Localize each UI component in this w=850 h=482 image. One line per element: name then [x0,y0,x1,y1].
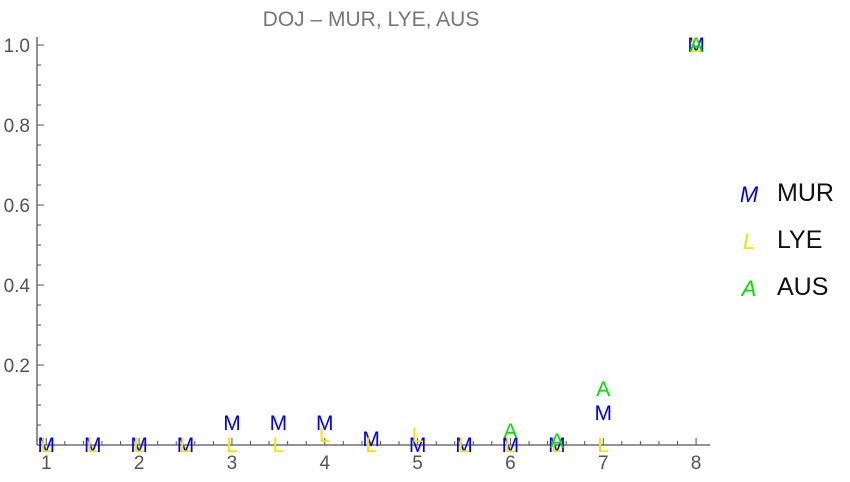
legend: M MUR L LYE A AUS [740,179,834,301]
data-point: L [87,434,99,457]
data-point: A [503,420,517,443]
data-point: M [177,434,195,457]
y-tick-label: 0.4 [4,276,31,297]
data-point: M [130,434,148,457]
x-tick-label: 2 [134,453,145,474]
data-point: L [365,434,377,457]
data-point: L [226,434,238,457]
data-point: M [270,412,288,435]
data-point: L [458,434,470,457]
data-point: L [180,434,192,457]
x-tick-label: 3 [227,453,238,474]
data-point: A [550,430,564,453]
data-point: M [594,402,612,425]
x-tick-label: 5 [412,453,423,474]
series-lye: L L L L L L L L L L L L L L [40,34,701,457]
data-point: M [409,434,427,457]
y-tick-label: 0.8 [4,116,30,137]
data-point: L [273,434,285,457]
series-aus: A A A A [503,34,703,453]
legend-item-mur: M MUR [740,179,834,207]
legend-marker: M [740,182,759,207]
axes: 1 2 3 4 5 6 7 8 0.2 0.4 0.6 0.8 1.0 [4,36,710,474]
data-point: A [689,34,703,57]
data-point: L [133,434,145,457]
legend-label: MUR [777,179,834,207]
x-tick-label: 4 [319,453,330,474]
chart-title: DOJ – MUR, LYE, AUS [263,8,480,31]
legend-label: AUS [777,273,828,301]
legend-item-lye: L LYE [743,226,823,254]
data-point: L [551,434,563,457]
legend-item-aus: A AUS [740,273,829,301]
x-tick-label: 8 [691,453,702,474]
data-point: M [687,34,705,57]
data-point: M [84,434,102,457]
data-point: L [690,34,702,57]
data-point: A [596,378,610,401]
x-tick-label: 6 [505,453,516,474]
data-point: M [455,434,473,457]
y-tick-label: 0.6 [4,196,30,217]
data-point: L [319,424,331,447]
data-point: M [223,412,241,435]
data-point: M [362,428,380,451]
y-tick-label: 0.2 [4,356,30,377]
data-point: L [505,434,517,457]
data-point: M [38,434,56,457]
legend-marker: L [743,229,755,254]
y-tick-label: 1.0 [4,36,30,57]
data-point: L [412,424,424,447]
data-point: L [597,434,609,457]
data-point: M [548,434,566,457]
x-tick-label: 1 [41,453,52,474]
data-point: M [502,434,520,457]
legend-label: LYE [777,226,822,254]
x-tick-label: 7 [598,453,609,474]
data-point: M [316,412,334,435]
data-point: L [40,434,52,457]
series-mur: M M M M M M M M M M M M M M [38,34,705,457]
legend-marker: A [740,276,757,301]
